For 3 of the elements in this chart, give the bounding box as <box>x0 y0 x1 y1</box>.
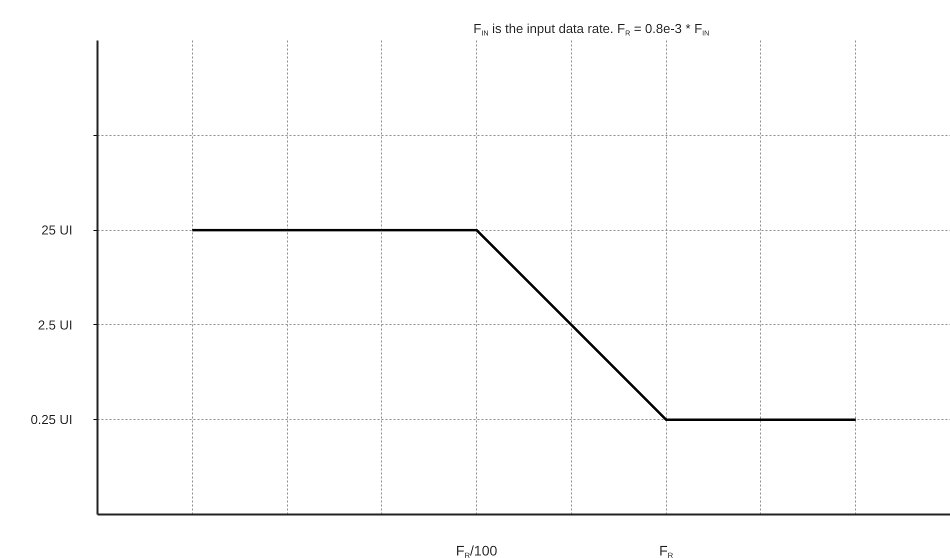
y-tick-label: 25 UI <box>41 222 73 238</box>
y-tick-label: 0.25 UI <box>30 412 73 428</box>
y-tick-label: 2.5 UI <box>38 317 73 332</box>
